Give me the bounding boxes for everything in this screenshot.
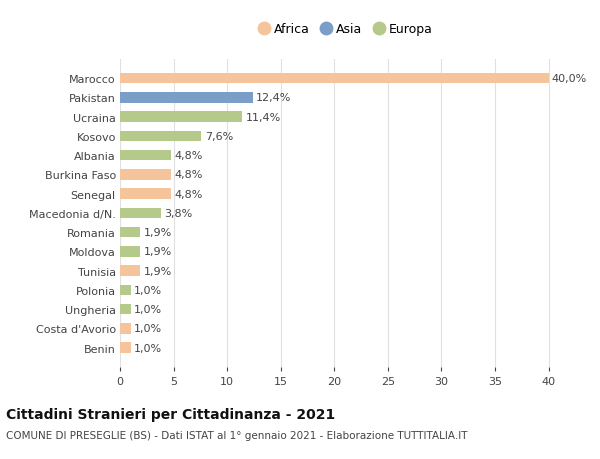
Text: 4,8%: 4,8%: [175, 189, 203, 199]
Bar: [120, 189, 172, 200]
Text: 40,0%: 40,0%: [552, 74, 587, 84]
Text: 1,0%: 1,0%: [134, 285, 162, 295]
Text: Cittadini Stranieri per Cittadinanza - 2021: Cittadini Stranieri per Cittadinanza - 2…: [6, 407, 335, 421]
Text: 1,9%: 1,9%: [143, 228, 172, 238]
Bar: [120, 93, 253, 103]
Text: 7,6%: 7,6%: [205, 132, 233, 141]
Text: 1,0%: 1,0%: [134, 343, 162, 353]
Bar: [120, 73, 548, 84]
Bar: [120, 304, 131, 315]
Text: 4,8%: 4,8%: [175, 151, 203, 161]
Bar: [120, 227, 140, 238]
Bar: [120, 170, 172, 180]
Legend: Africa, Asia, Europa: Africa, Asia, Europa: [257, 23, 433, 36]
Bar: [120, 112, 242, 123]
Text: 1,0%: 1,0%: [134, 324, 162, 334]
Text: 3,8%: 3,8%: [164, 208, 192, 218]
Text: 1,9%: 1,9%: [143, 266, 172, 276]
Text: 4,8%: 4,8%: [175, 170, 203, 180]
Bar: [120, 208, 161, 219]
Bar: [120, 285, 131, 296]
Text: 1,9%: 1,9%: [143, 247, 172, 257]
Bar: [120, 266, 140, 276]
Bar: [120, 343, 131, 353]
Bar: [120, 324, 131, 334]
Text: COMUNE DI PRESEGLIE (BS) - Dati ISTAT al 1° gennaio 2021 - Elaborazione TUTTITAL: COMUNE DI PRESEGLIE (BS) - Dati ISTAT al…: [6, 431, 467, 440]
Text: 12,4%: 12,4%: [256, 93, 292, 103]
Bar: [120, 151, 172, 161]
Text: 1,0%: 1,0%: [134, 304, 162, 314]
Bar: [120, 246, 140, 257]
Bar: [120, 131, 202, 142]
Text: 11,4%: 11,4%: [245, 112, 281, 123]
